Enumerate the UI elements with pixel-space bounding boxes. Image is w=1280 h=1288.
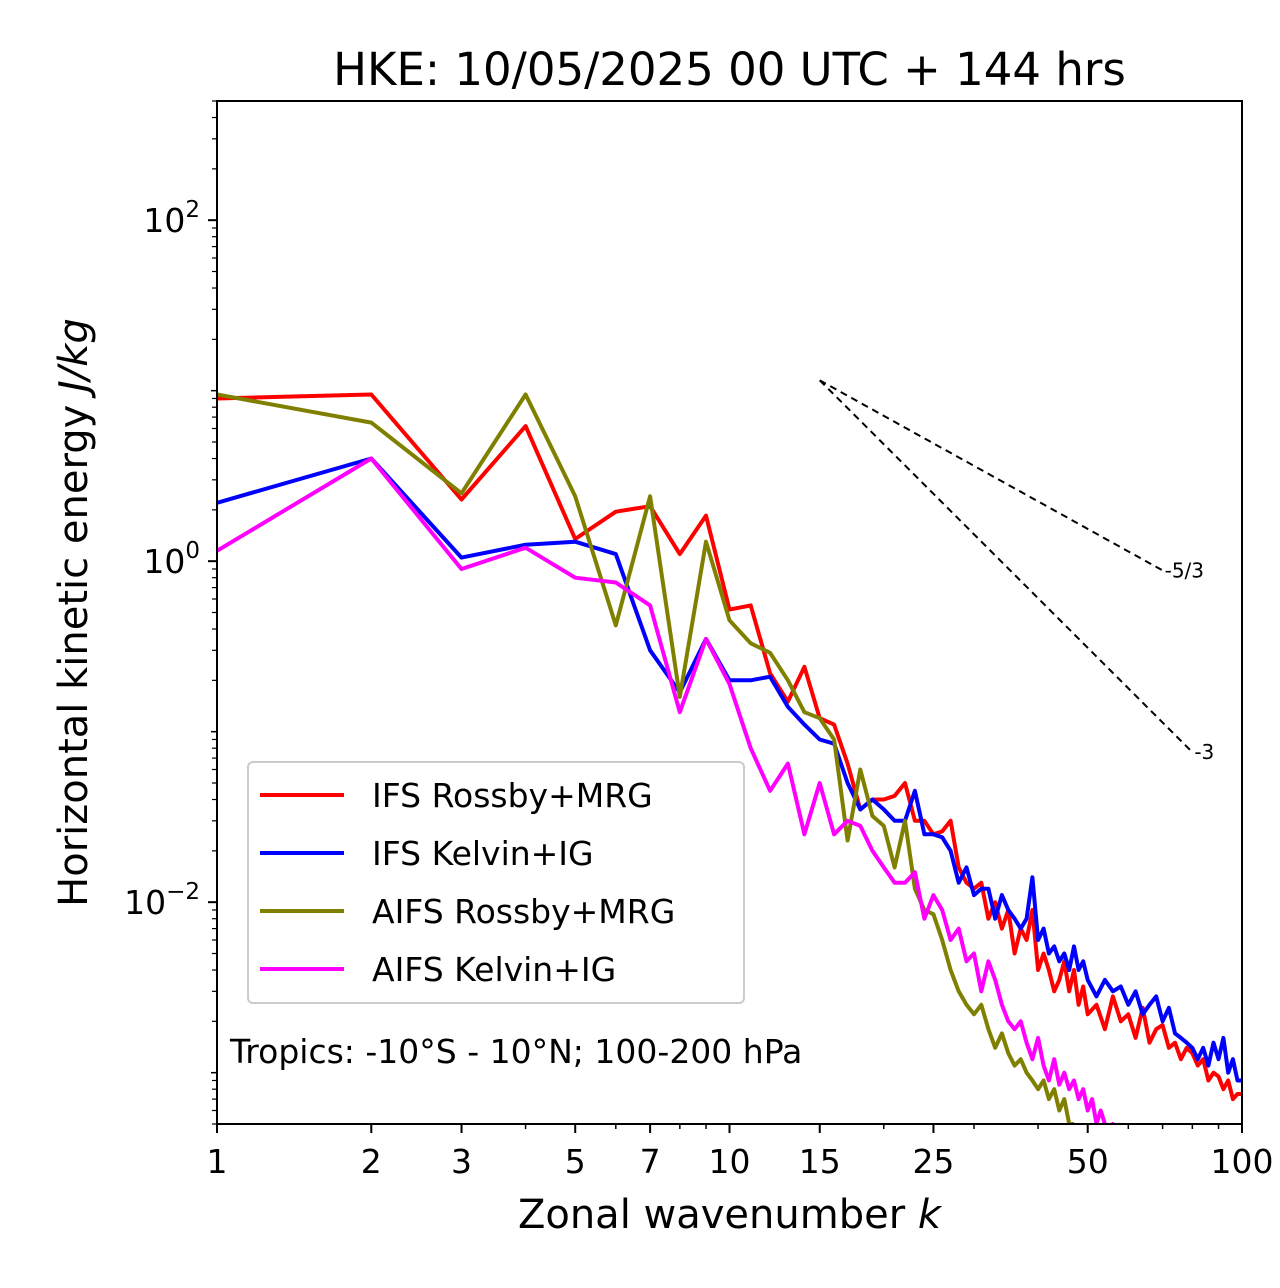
- x-tick-label: 5: [565, 1142, 586, 1181]
- y-tick-label: 102: [143, 197, 200, 240]
- y-axis-label: Horizontal kinetic energy J/kg: [51, 318, 97, 907]
- legend-label-3: AIFS Kelvin+IG: [372, 950, 616, 989]
- series-line-3: [217, 456, 1115, 1124]
- reference-slope-line-1: [819, 379, 1194, 753]
- region-annotation: Tropics: -10°S - 10°N; 100-200 hPa: [229, 1032, 802, 1071]
- reference-slope-label-1: -3: [1194, 740, 1214, 764]
- x-tick-label: 15: [799, 1142, 841, 1181]
- x-tick-label: 2: [361, 1142, 382, 1181]
- legend: IFS Rossby+MRG IFS Kelvin+IG AIFS Rossby+M…: [247, 761, 745, 1004]
- plot-data-layer: [217, 392, 1242, 1124]
- x-axis-label-variable: k: [918, 1192, 943, 1238]
- x-axis-label-text: Zonal wavenumber: [518, 1192, 906, 1238]
- legend-box: [247, 761, 745, 1004]
- chart-title: HKE: 10/05/2025 00 UTC + 144 hrs: [333, 43, 1126, 96]
- reference-slope-line-0: [819, 379, 1164, 572]
- series-line-1: [217, 456, 1242, 1083]
- legend-label-1: IFS Kelvin+IG: [372, 834, 594, 873]
- legend-label-2: AIFS Rossby+MRG: [372, 892, 675, 931]
- y-axis-label-unit: J/kg: [51, 318, 97, 399]
- x-tick-label: 10: [709, 1142, 751, 1181]
- y-axis-label-text: Horizontal kinetic energy: [51, 405, 97, 907]
- x-axis-label: Zonal wavenumber k: [518, 1192, 943, 1238]
- axes: 1 2 3 5 7 10 15 25 50 100 10−2 100 102: [124, 100, 1274, 1181]
- y-tick-label: 10−2: [124, 879, 200, 922]
- reference-slopes: -5/3 -3: [819, 379, 1214, 764]
- legend-label-0: IFS Rossby+MRG: [372, 776, 653, 815]
- reference-slope-label-0: -5/3: [1165, 558, 1204, 582]
- x-tick-label: 3: [451, 1142, 472, 1181]
- x-tick-label: 50: [1067, 1142, 1109, 1181]
- x-tick-label: 1: [207, 1142, 228, 1181]
- x-tick-label: 25: [912, 1142, 954, 1181]
- y-tick-label: 100: [143, 538, 200, 581]
- x-tick-label: 7: [640, 1142, 661, 1181]
- x-tick-label: 100: [1211, 1142, 1274, 1181]
